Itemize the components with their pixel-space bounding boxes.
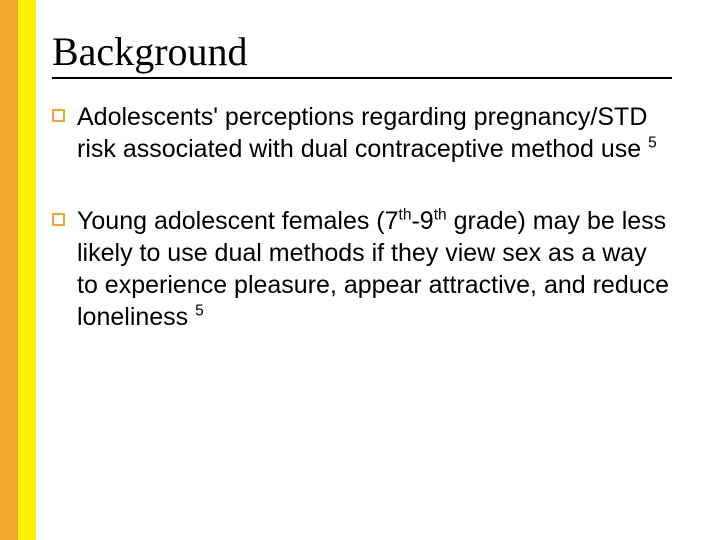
bullet-item: Young adolescent females (7th-9th grade)…	[52, 205, 672, 333]
bullet-text: Young adolescent females (7th-9th grade)…	[77, 205, 672, 333]
accent-stripe-orange	[0, 0, 18, 540]
accent-stripe-yellow	[18, 0, 36, 540]
bullet-marker-icon	[52, 213, 65, 226]
bullet-item: Adolescents' perceptions regarding pregn…	[52, 101, 672, 165]
slide-content: Background Adolescents' perceptions rega…	[52, 28, 692, 373]
slide-title: Background	[52, 28, 672, 79]
bullet-marker-icon	[52, 109, 65, 122]
bullet-text: Adolescents' perceptions regarding pregn…	[77, 101, 672, 165]
